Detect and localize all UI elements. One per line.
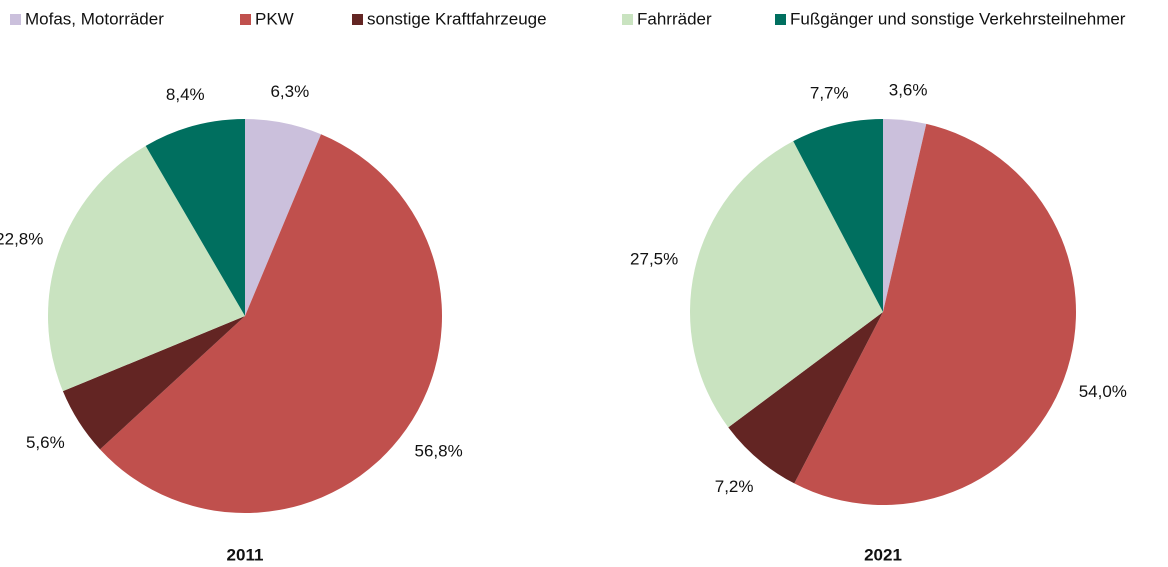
- chart-title: 2021: [864, 545, 902, 564]
- data-label: 7,2%: [715, 477, 754, 496]
- data-label: 27,5%: [630, 250, 678, 269]
- legend-label: Mofas, Motorräder: [25, 9, 164, 28]
- pie-slice: [245, 119, 322, 316]
- data-label: 3,6%: [889, 80, 928, 99]
- legend-label: Fußgänger und sonstige Verkehrsteilnehme…: [790, 9, 1126, 28]
- legend-swatch: [775, 14, 786, 25]
- data-label: 6,3%: [270, 82, 309, 101]
- data-label: 5,6%: [26, 433, 65, 452]
- data-label: 22,8%: [0, 229, 43, 248]
- pie-slice: [689, 141, 883, 428]
- pie-slice: [100, 134, 442, 513]
- legend-swatch: [352, 14, 363, 25]
- legend-label: PKW: [255, 9, 294, 28]
- data-label: 7,7%: [810, 84, 849, 103]
- pie-slice: [794, 123, 1077, 506]
- data-label: 54,0%: [1079, 382, 1127, 401]
- legend-swatch: [10, 14, 21, 25]
- pie-slice: [145, 119, 245, 316]
- pie-slice: [793, 119, 883, 312]
- legend-label: sonstige Kraftfahrzeuge: [367, 9, 547, 28]
- data-label: 8,4%: [166, 85, 205, 104]
- legend-swatch: [622, 14, 633, 25]
- pie-slice: [47, 145, 245, 392]
- pie-slice: [62, 316, 246, 450]
- legend-label: Fahrräder: [637, 9, 712, 28]
- pie-slice: [883, 119, 927, 312]
- pie-slice: [728, 312, 883, 484]
- legend-swatch: [240, 14, 251, 25]
- chart-title: 2011: [227, 545, 264, 564]
- data-label: 56,8%: [414, 441, 462, 460]
